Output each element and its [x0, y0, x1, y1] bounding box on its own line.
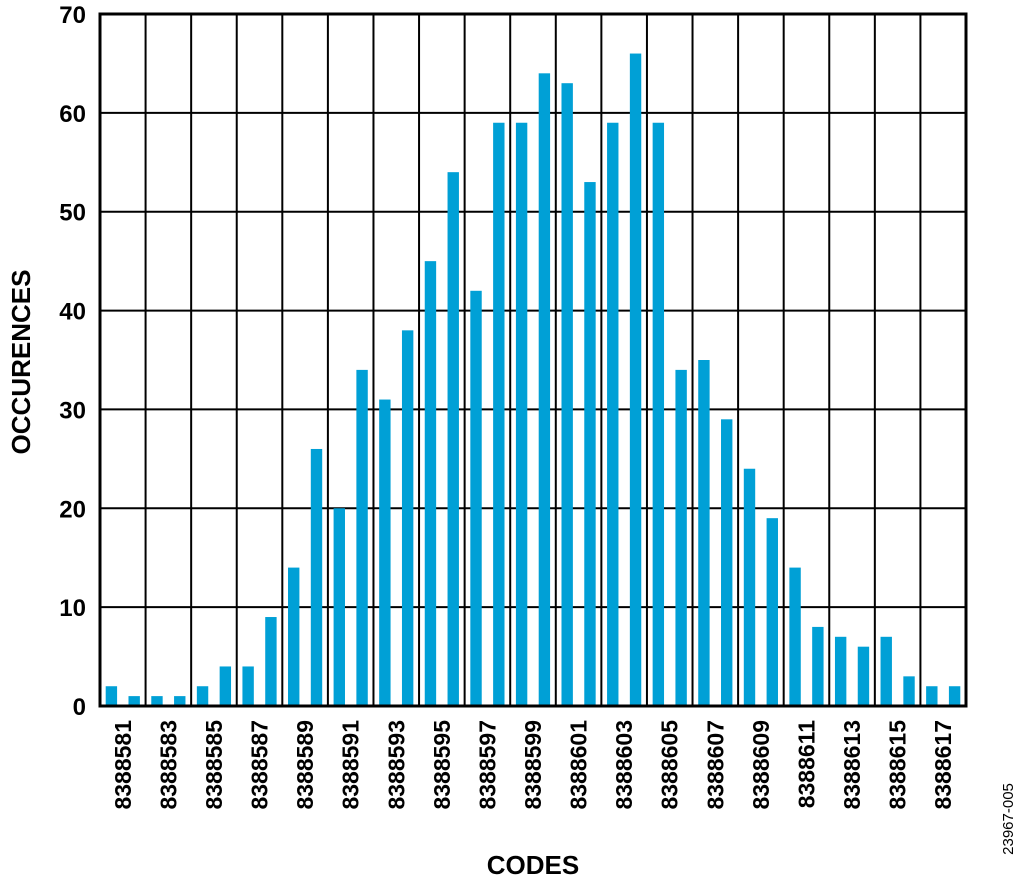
bar-8388602	[607, 122, 619, 706]
bar-8388601	[584, 182, 596, 707]
y-tick-labels: 0 10 20 30 40 50 60 70	[59, 2, 86, 721]
bar-8388607	[721, 419, 733, 706]
bar-8388604	[652, 122, 665, 706]
x-tick-label: 8388593	[383, 720, 409, 810]
bar-8388581	[128, 696, 140, 706]
y-tick-label: 70	[59, 2, 86, 29]
y-axis-label: OCCURENCES	[6, 270, 36, 455]
bar-8388616	[926, 686, 938, 706]
plot-frame	[98, 12, 968, 708]
bars	[105, 53, 961, 707]
bar-8388593	[401, 330, 414, 706]
y-tick-label: 10	[59, 595, 86, 622]
bar-8388617	[948, 686, 961, 706]
bar-8388608	[743, 468, 756, 706]
x-tick-label: 8388585	[201, 720, 227, 810]
bar-8388596	[470, 290, 482, 706]
x-tick-label: 8388587	[247, 720, 273, 810]
bar-8388584	[196, 686, 209, 706]
y-tick-label: 50	[59, 200, 86, 227]
x-tick-label: 8388617	[930, 720, 956, 810]
x-tick-label: 8388613	[839, 720, 865, 810]
x-tick-labels: 8388581 8388583 8388585 8388587 8388589 83885…	[110, 720, 956, 810]
x-tick-label: 8388595	[429, 720, 455, 810]
bar-8388612	[834, 636, 847, 706]
x-tick-label: 8388581	[110, 720, 136, 810]
x-tick-label: 8388611	[793, 720, 819, 808]
bar-8388613	[857, 646, 870, 706]
y-tick-label: 0	[73, 694, 86, 721]
bar-8388589	[310, 448, 323, 706]
bar-8388600	[561, 83, 573, 706]
x-tick-label: 8388597	[474, 720, 500, 810]
bar-8388609	[766, 518, 778, 706]
bar-8388582	[151, 696, 163, 706]
x-tick-label: 8388603	[611, 720, 637, 810]
bar-8388606	[698, 360, 710, 706]
bar-8388610	[789, 567, 801, 706]
bar-8388592	[379, 399, 391, 706]
bar-8388587	[265, 617, 277, 706]
y-tick-label: 40	[59, 299, 86, 326]
x-tick-label: 8388583	[155, 720, 181, 810]
bar-8388591	[356, 369, 368, 706]
bar-8388594	[424, 261, 437, 706]
bar-8388595	[447, 172, 459, 706]
y-tick-label: 20	[59, 496, 86, 523]
x-tick-label: 8388615	[885, 720, 911, 810]
bar-8388590	[333, 508, 345, 706]
x-axis-label: CODES	[487, 850, 579, 880]
x-tick-label: 8388601	[566, 720, 592, 810]
x-tick-label: 8388607	[702, 720, 728, 810]
y-tick-label: 30	[59, 397, 86, 424]
x-tick-label: 8388609	[748, 720, 774, 810]
bar-8388614	[880, 636, 892, 706]
x-tick-label: 8388589	[292, 720, 318, 810]
bar-8388611	[812, 626, 824, 706]
bar-8388603	[629, 53, 642, 707]
x-tick-label: 8388599	[520, 720, 546, 810]
bar-8388597	[493, 122, 505, 706]
bar-8388585	[219, 666, 232, 706]
bar-8388599	[538, 73, 551, 707]
figure-id-label: 23967-005	[1000, 783, 1017, 855]
bar-8388583	[174, 696, 186, 706]
grid-lines	[100, 14, 966, 706]
bar-8388586	[242, 666, 254, 706]
y-tick-label: 60	[59, 101, 86, 128]
bar-8388615	[903, 676, 915, 706]
bar-8388598	[515, 122, 528, 706]
bar-8388588	[288, 567, 300, 706]
x-tick-label: 8388591	[338, 720, 364, 810]
bar-8388580	[105, 686, 118, 706]
x-tick-label: 8388605	[657, 720, 683, 810]
bar-8388605	[675, 369, 687, 706]
